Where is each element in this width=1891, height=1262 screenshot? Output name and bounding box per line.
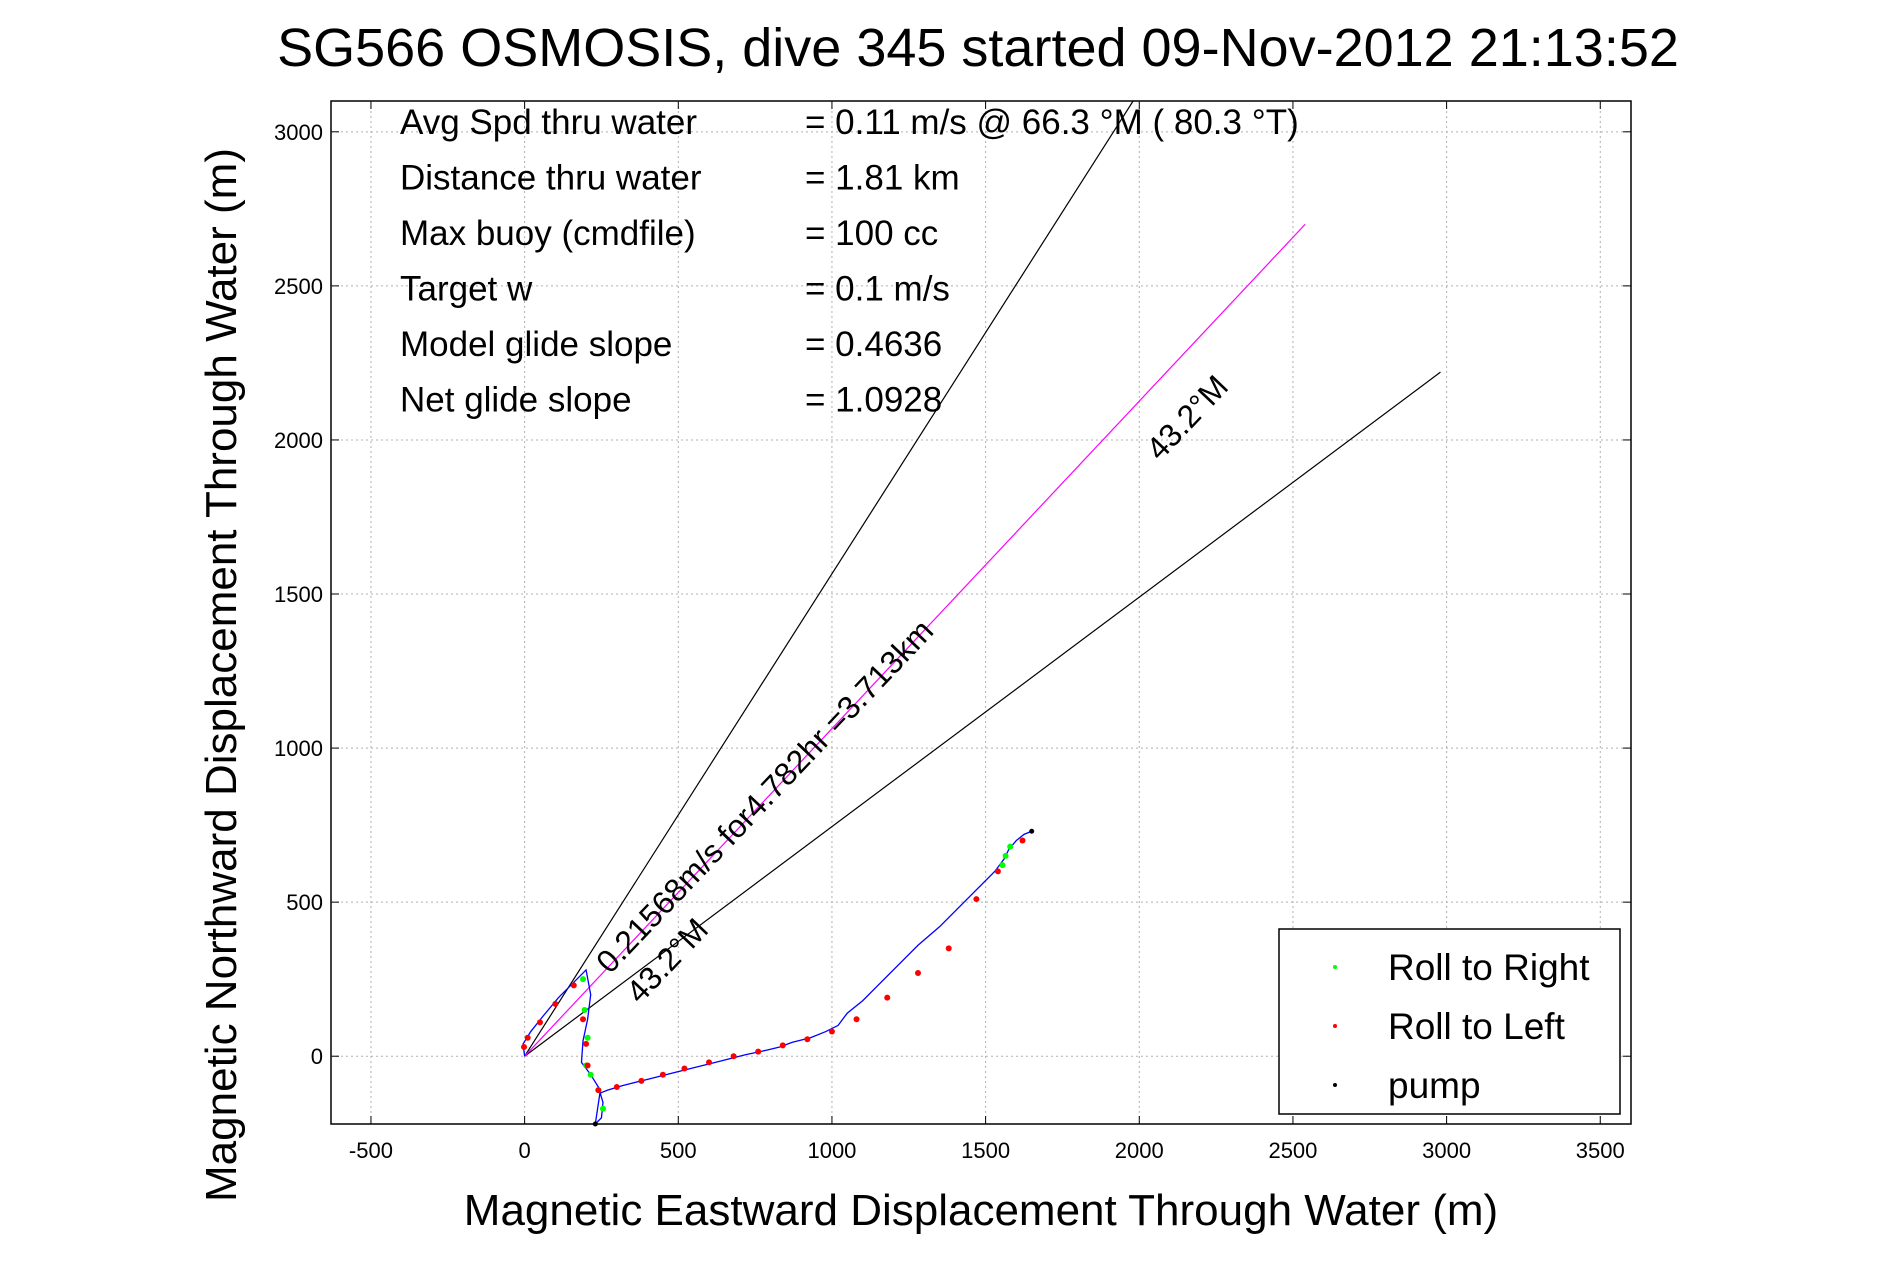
series-point-roll-to-left <box>730 1053 737 1060</box>
x-tick-label: 1000 <box>807 1138 856 1163</box>
guide-line-current-vector <box>524 223 1306 1057</box>
y-tick-label: 2500 <box>274 274 323 299</box>
series-point-roll-to-left <box>659 1071 666 1078</box>
series-point-pump <box>1029 828 1035 834</box>
y-tick-label: 3000 <box>274 120 323 145</box>
info-label: Distance thru water <box>400 159 702 198</box>
series-point-roll-to-left <box>1019 837 1026 844</box>
series-point-roll-to-left <box>914 970 921 977</box>
legend-label-roll-right: Roll to Right <box>1388 947 1590 988</box>
guide-line-cone-right <box>524 371 1441 1057</box>
y-axis: 0 500 1000 1500 2000 2500 3000 <box>274 120 1631 1069</box>
series-point-roll-to-right <box>584 1034 591 1041</box>
series-point-roll-to-left <box>584 1062 591 1069</box>
y-tick-label: 1500 <box>274 582 323 607</box>
legend-label-roll-left: Roll to Left <box>1388 1006 1566 1047</box>
y-tick-label: 1000 <box>274 736 323 761</box>
x-tick-label: 3000 <box>1422 1138 1471 1163</box>
series-point-roll-to-left <box>583 1040 590 1047</box>
legend-marker-roll-left <box>1333 1024 1337 1028</box>
info-value: = 0.11 m/s @ 66.3 °M ( 80.3 °T) <box>805 103 1299 142</box>
legend-label-pump: pump <box>1388 1065 1481 1106</box>
series-point-pump <box>592 1121 598 1127</box>
series-point-roll-to-left <box>945 945 952 952</box>
series-point-roll-to-left <box>853 1016 860 1023</box>
series-point-roll-to-left <box>638 1077 645 1084</box>
y-axis-label: Magnetic Northward Displacement Through … <box>197 148 246 1202</box>
series-point-roll-to-right <box>580 976 587 983</box>
info-label: Model glide slope <box>400 325 672 364</box>
y-tick-label: 2000 <box>274 428 323 453</box>
series-point-roll-to-left <box>804 1036 811 1043</box>
legend-box <box>1278 928 1621 1115</box>
legend-marker-roll-right <box>1333 965 1337 969</box>
series-point-roll-to-left <box>552 1000 559 1007</box>
series-track-line <box>522 830 1032 1126</box>
series-point-roll-to-left <box>706 1059 713 1066</box>
y-tick-label: 500 <box>286 890 323 915</box>
chart-title: SG566 OSMOSIS, dive 345 started 09-Nov-2… <box>277 18 1679 78</box>
series-point-roll-to-left <box>536 1019 543 1026</box>
x-tick-label: 500 <box>660 1138 697 1163</box>
series-point-roll-to-right <box>1007 843 1014 850</box>
info-value: = 0.4636 <box>805 325 942 364</box>
series-point-roll-to-left <box>613 1084 620 1091</box>
series-point-roll-to-left <box>681 1065 688 1072</box>
x-axis: -500 0 500 1000 1500 2000 2500 3000 3500 <box>349 101 1625 1163</box>
series-point-roll-to-left <box>884 994 891 1001</box>
series-point-roll-to-left <box>994 868 1001 875</box>
series-point-roll-to-left <box>521 1043 528 1050</box>
info-value: = 0.1 m/s <box>805 270 950 309</box>
info-label: Avg Spd thru water <box>400 103 697 142</box>
x-tick-label: 2500 <box>1268 1138 1317 1163</box>
series-point-roll-to-left <box>828 1028 835 1035</box>
x-tick-label: -500 <box>349 1138 393 1163</box>
series-point-roll-to-right <box>1002 852 1009 859</box>
info-panel: Avg Spd thru water = 0.11 m/s @ 66.3 °M (… <box>400 103 1299 420</box>
legend: Roll to Right Roll to Left pump <box>1278 928 1621 1115</box>
info-value: = 100 cc <box>805 214 938 253</box>
series-point-roll-to-left <box>570 982 577 989</box>
x-axis-label: Magnetic Eastward Displacement Through W… <box>464 1186 1498 1235</box>
series-point-roll-to-left <box>524 1034 531 1041</box>
info-label: Net glide slope <box>400 381 632 420</box>
series-point-roll-to-left <box>973 896 980 903</box>
x-tick-label: 2000 <box>1115 1138 1164 1163</box>
guide-line-cone-left <box>524 100 1134 1057</box>
guide-lines <box>524 100 1441 1057</box>
grid <box>331 101 1631 1124</box>
info-label: Target w <box>400 270 533 309</box>
info-value: = 1.81 km <box>805 159 960 198</box>
series-point-roll-to-left <box>580 1016 587 1023</box>
series-point-roll-to-right <box>587 1071 594 1078</box>
series-point-roll-to-left <box>595 1087 602 1094</box>
series-point-roll-to-right <box>581 1006 588 1013</box>
series-group <box>521 828 1035 1127</box>
info-value: = 1.0928 <box>805 381 942 420</box>
series-point-roll-to-left <box>779 1042 786 1049</box>
legend-marker-pump <box>1333 1083 1337 1087</box>
series-point-roll-to-right <box>999 862 1006 869</box>
x-tick-label: 3500 <box>1576 1138 1625 1163</box>
series-point-roll-to-right <box>599 1105 606 1112</box>
info-label: Max buoy (cmdfile) <box>400 214 696 253</box>
y-tick-label: 0 <box>311 1044 323 1069</box>
x-tick-label: 0 <box>518 1138 530 1163</box>
series-point-roll-to-left <box>755 1048 762 1055</box>
x-tick-label: 1500 <box>961 1138 1010 1163</box>
